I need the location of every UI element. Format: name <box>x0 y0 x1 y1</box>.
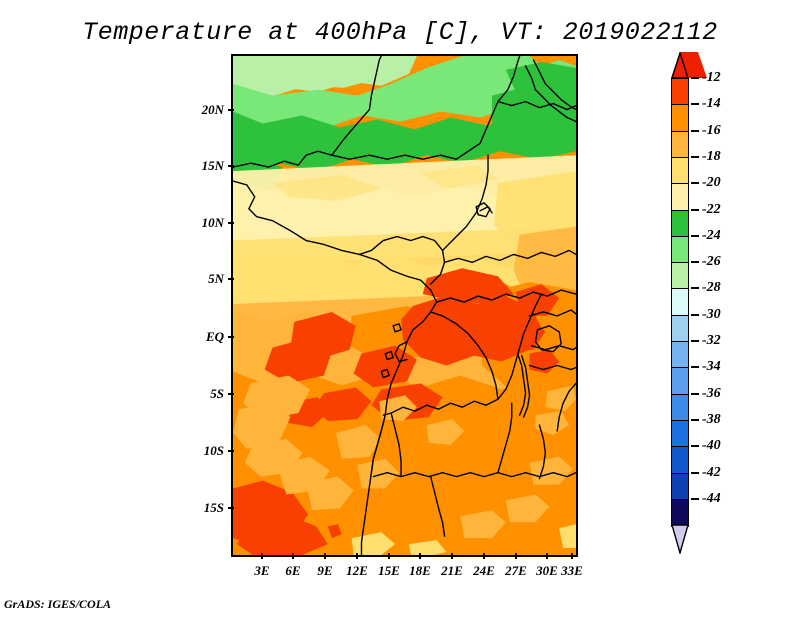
y-tick-eq <box>228 336 234 338</box>
page-title: Temperature at 400hPa [C], VT: 201902211… <box>82 18 718 47</box>
x-tick-15e <box>388 553 390 559</box>
x-tick-12e <box>356 553 358 559</box>
colorbar-label--16: -16 <box>702 122 721 138</box>
colorbar-label--42: -42 <box>702 464 721 480</box>
x-tick-label-27e: 27E <box>505 563 527 578</box>
colorbar-swatch-10 <box>671 341 689 369</box>
colorbar-label--18: -18 <box>702 148 721 164</box>
x-tick-label-12e: 12E <box>346 563 368 578</box>
x-tick-label-30e: 30E <box>536 563 558 578</box>
colorbar-tick--22 <box>691 208 699 211</box>
colorbar-swatch-14 <box>671 446 689 474</box>
x-tick-18e <box>419 553 421 559</box>
x-tick-27e <box>515 553 517 559</box>
x-tick-30e <box>546 553 548 559</box>
colorbar-label--32: -32 <box>702 333 721 348</box>
colorbar-swatch-13 <box>671 419 689 448</box>
colorbar-label--36: -36 <box>702 385 721 401</box>
colorbar-label--20: -20 <box>702 175 721 191</box>
colorbar-label--40: -40 <box>702 438 721 454</box>
colorbar[interactable] <box>671 52 707 554</box>
colorbar-swatch-3 <box>671 156 689 185</box>
y-tick-15s <box>228 507 234 509</box>
x-tick-24e <box>483 553 485 559</box>
colorbar-tick--34 <box>691 366 699 369</box>
x-tick-label-21e: 21E <box>441 563 463 578</box>
colorbar-label--34: -34 <box>702 359 721 375</box>
y-tick-10s <box>228 450 234 452</box>
colorbar-label--14: -14 <box>702 96 721 112</box>
colorbar-tick--36 <box>691 392 699 395</box>
y-tick-label-5n: 5N <box>208 271 224 286</box>
colorbar-over-arrow <box>671 52 707 78</box>
x-tick-6e <box>292 553 294 559</box>
y-tick-label-eq: EQ <box>205 329 224 344</box>
colorbar-tick--38 <box>691 418 699 421</box>
map-plot-area[interactable] <box>231 54 578 557</box>
colorbar-swatch-4 <box>671 183 689 211</box>
colorbar-tick--30 <box>691 313 699 316</box>
colorbar-swatch-5 <box>671 209 689 238</box>
colorbar-tick--12 <box>691 77 699 79</box>
colorbar-tick--18 <box>691 155 699 158</box>
colorbar-tick--16 <box>691 129 699 132</box>
x-tick-21e <box>451 553 453 559</box>
colorbar-over-arrow-outline <box>671 52 689 79</box>
y-tick-label-15n: 15N <box>201 158 224 173</box>
temperature-field <box>233 56 576 555</box>
colorbar-swatch-8 <box>671 288 689 317</box>
x-tick-label-15e: 15E <box>378 563 400 578</box>
colorbar-swatch-11 <box>671 367 689 396</box>
x-tick-label-3e: 3E <box>254 563 270 578</box>
colorbar-swatch-7 <box>671 262 689 290</box>
colorbar-label--30: -30 <box>702 306 721 322</box>
colorbar-label--44: -44 <box>702 490 721 506</box>
y-tick-20n <box>228 109 234 111</box>
colorbar-swatch-9 <box>671 314 689 343</box>
colorbar-label--12: -12 <box>702 70 721 85</box>
colorbar-under-arrow <box>671 524 689 554</box>
footer-credit: GrADS: IGES/COLA <box>4 597 112 611</box>
colorbar-tick--14 <box>691 103 699 106</box>
x-tick-label-9e: 9E <box>317 563 333 578</box>
colorbar-swatch-6 <box>671 235 689 264</box>
colorbar-label--22: -22 <box>702 201 721 217</box>
colorbar-tick--26 <box>691 261 699 264</box>
y-tick-label-10s: 10S <box>203 443 224 458</box>
x-tick-33e <box>571 553 573 559</box>
colorbar-tick--28 <box>691 287 699 290</box>
colorbar-swatch-1 <box>671 104 689 133</box>
y-tick-label-15s: 15S <box>203 500 224 515</box>
colorbar-label--24: -24 <box>702 227 721 243</box>
x-tick-3e <box>261 553 263 559</box>
colorbar-tick--44 <box>691 497 699 500</box>
colorbar-label--28: -28 <box>702 280 721 296</box>
y-tick-label-20n: 20N <box>201 102 224 117</box>
colorbar-swatch-15 <box>671 472 689 501</box>
colorbar-tick--40 <box>691 445 699 448</box>
y-tick-5s <box>228 393 234 395</box>
colorbar-tick--24 <box>691 234 699 237</box>
colorbar-swatch-12 <box>671 393 689 422</box>
y-tick-10n <box>228 222 234 224</box>
y-tick-label-10n: 10N <box>201 215 224 230</box>
colorbar-swatch-16 <box>671 498 689 527</box>
x-tick-label-24e: 24E <box>473 563 495 578</box>
colorbar-tick--32 <box>691 340 699 342</box>
colorbar-label--26: -26 <box>702 254 721 270</box>
x-tick-label-6e: 6E <box>285 563 301 578</box>
colorbar-swatch-0 <box>671 78 689 106</box>
colorbar-tick--20 <box>691 182 699 185</box>
colorbar-tick--42 <box>691 471 699 474</box>
y-tick-label-5s: 5S <box>210 386 224 401</box>
y-tick-5n <box>228 278 234 280</box>
y-tick-15n <box>228 165 234 167</box>
x-tick-label-18e: 18E <box>409 563 431 578</box>
x-tick-label-33e: 33E <box>561 563 583 578</box>
colorbar-swatch-2 <box>671 130 689 159</box>
x-tick-9e <box>324 553 326 559</box>
colorbar-label--38: -38 <box>702 411 721 427</box>
